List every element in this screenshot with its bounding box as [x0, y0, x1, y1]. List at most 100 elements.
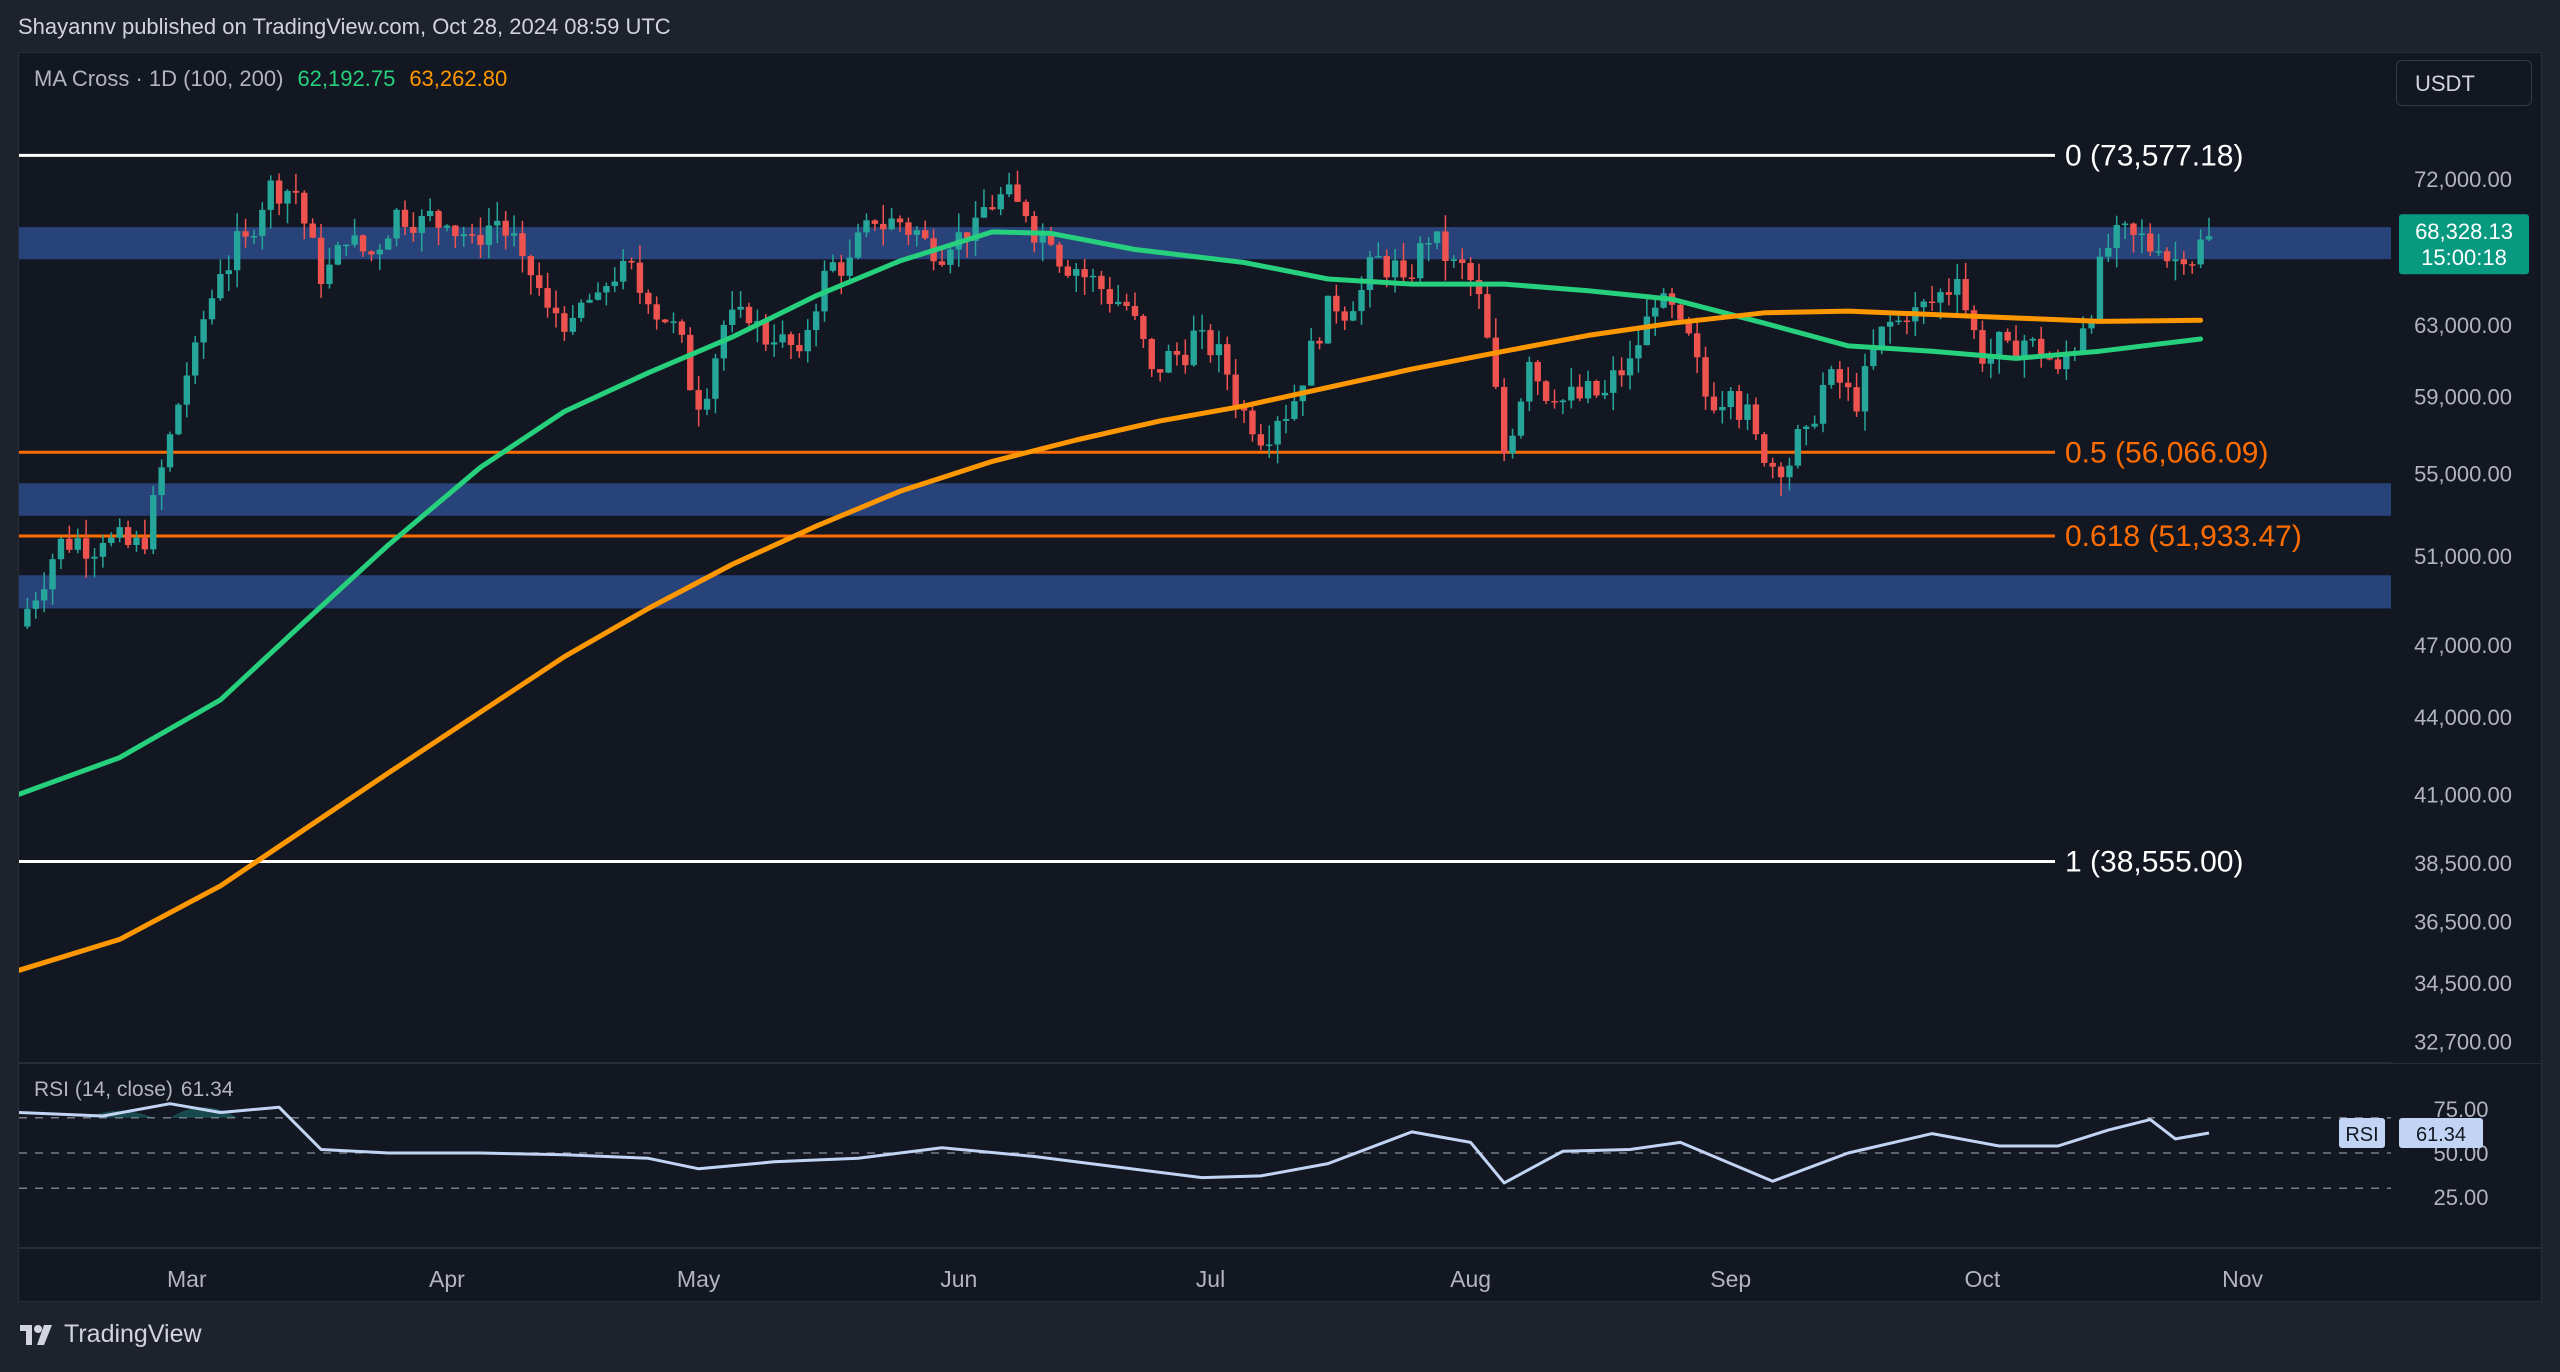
- price-tick-label[interactable]: 41,000.00: [2414, 782, 2512, 807]
- price-tick-label[interactable]: 36,500.00: [2414, 909, 2512, 934]
- currency-button[interactable]: USDT: [2396, 60, 2532, 106]
- candle-body: [636, 262, 644, 293]
- candle-body: [1249, 410, 1256, 435]
- time-tick-label[interactable]: May: [677, 1266, 721, 1292]
- candle-body: [1475, 280, 1483, 295]
- price-tick-label[interactable]: 34,500.00: [2414, 971, 2512, 996]
- candle-body: [1173, 350, 1181, 355]
- rsi-value-badge[interactable]: [2399, 1118, 2483, 1149]
- candle-body: [980, 207, 988, 218]
- price-tick-label[interactable]: 32,700.00: [2414, 1029, 2512, 1054]
- candle-body: [1719, 406, 1726, 411]
- tradingview-logo[interactable]: TradingView: [18, 1320, 202, 1349]
- candle-body: [838, 262, 845, 276]
- candle-body: [1031, 216, 1038, 243]
- candle-body: [393, 209, 400, 239]
- candle-body: [1584, 381, 1592, 399]
- candle-body: [1114, 301, 1122, 305]
- candle-body: [124, 527, 132, 546]
- candle-body: [1878, 326, 1885, 348]
- candle-body: [1903, 320, 1911, 323]
- candle-body: [1996, 331, 2003, 358]
- candle-body: [1182, 354, 1189, 366]
- indicator-legend[interactable]: MA Cross · 1D (100, 200) 62,192.75 63,262.…: [34, 66, 507, 92]
- price-tick-label[interactable]: 38,500.00: [2414, 851, 2512, 876]
- rsi-line: [19, 1102, 2210, 1185]
- candle-body: [737, 306, 744, 310]
- candle-body: [687, 334, 694, 391]
- candle-body: [2163, 251, 2171, 262]
- tradingview-logo-icon: [20, 1324, 52, 1345]
- candle-body: [242, 231, 249, 237]
- candle-body: [1425, 243, 1432, 245]
- price-tick-label[interactable]: 55,000.00: [2414, 461, 2512, 486]
- candle-body: [2021, 340, 2028, 359]
- price-axis[interactable]: 72,000.00 63,000.00 59,000.00 55,000.00 51,0…: [2391, 53, 2541, 1063]
- candle-body: [1089, 275, 1097, 278]
- current-price-badge[interactable]: [2399, 214, 2529, 275]
- candle-body: [2105, 247, 2112, 257]
- candle-countdown: 15:00:18: [2421, 245, 2507, 270]
- candle-body: [628, 260, 635, 263]
- candle-body: [1081, 269, 1088, 278]
- price-tick-label[interactable]: 59,000.00: [2414, 385, 2512, 410]
- candle-body: [301, 192, 308, 224]
- price-tick-label[interactable]: 51,000.00: [2414, 544, 2512, 569]
- time-tick-label[interactable]: Aug: [1450, 1266, 1491, 1292]
- candle-body: [2037, 338, 2045, 357]
- candle-body: [829, 262, 837, 271]
- candle-body: [485, 225, 493, 245]
- rsi-tick-label[interactable]: 25.00: [2433, 1185, 2488, 1210]
- candle-body: [762, 321, 769, 345]
- candle-body: [2096, 256, 2104, 320]
- price-tick-label[interactable]: 47,000.00: [2414, 633, 2512, 658]
- candle-body: [1786, 465, 1793, 478]
- zone-band-1: [19, 227, 2391, 260]
- candle-body: [1307, 340, 1315, 386]
- price-tick-label[interactable]: 44,000.00: [2414, 705, 2512, 730]
- candle-body: [1844, 382, 1852, 388]
- time-tick-label[interactable]: Mar: [167, 1266, 207, 1292]
- candle-body: [1224, 344, 1231, 375]
- time-axis[interactable]: Mar Apr May Jun Jul Aug Sep Oct Nov: [167, 1266, 2264, 1292]
- candle-body: [1450, 259, 1458, 261]
- indicator-name: MA Cross · 1D (100, 200): [34, 66, 284, 91]
- candle-body: [770, 342, 778, 345]
- candle-body: [82, 538, 90, 559]
- fib-label-4: 1 (38,555.00): [2065, 845, 2243, 878]
- candle-body: [552, 307, 560, 314]
- time-tick-label[interactable]: Jul: [1196, 1266, 1225, 1292]
- candle-body: [1559, 400, 1567, 403]
- candle-body: [1282, 418, 1290, 421]
- candle-body: [594, 292, 602, 300]
- candle-body: [1979, 330, 1986, 364]
- candle-body: [460, 234, 467, 237]
- candle-body: [888, 218, 895, 230]
- time-tick-label[interactable]: Oct: [1965, 1266, 2001, 1292]
- price-tick-label[interactable]: 72,000.00: [2414, 167, 2512, 192]
- candle-body: [2012, 340, 2020, 359]
- chart-panel[interactable]: 0 (73,577.18) 0.5 (56,066.09) 0.618 (51,93…: [18, 52, 2542, 1302]
- candle-body: [1047, 233, 1055, 245]
- candle-body: [913, 230, 921, 235]
- candle-body: [1693, 333, 1701, 358]
- candle-body: [49, 559, 56, 590]
- candle-body: [972, 217, 979, 241]
- fib-levels: 0 (73,577.18) 0.5 (56,066.09) 0.618 (51,93…: [19, 139, 2302, 878]
- rsi-legend[interactable]: RSI (14, close) 61.34: [34, 1078, 233, 1102]
- time-tick-label[interactable]: Nov: [2222, 1266, 2263, 1292]
- candle-body: [586, 299, 593, 303]
- candle-body: [40, 589, 48, 601]
- candle-body: [569, 317, 576, 332]
- price-tick-label[interactable]: 63,000.00: [2414, 313, 2512, 338]
- candle-body: [1551, 401, 1558, 403]
- time-tick-label[interactable]: Sep: [1710, 1266, 1751, 1292]
- rsi-tick-label[interactable]: 75.00: [2433, 1097, 2488, 1122]
- time-tick-label[interactable]: Apr: [429, 1266, 465, 1292]
- chart-canvas[interactable]: 0 (73,577.18) 0.5 (56,066.09) 0.618 (51,93…: [19, 53, 2541, 1301]
- time-tick-label[interactable]: Jun: [940, 1266, 977, 1292]
- zone-band-3: [19, 575, 2391, 609]
- candle-body: [796, 345, 803, 352]
- rsi-legend-value: 61.34: [180, 1078, 234, 1101]
- candle-body: [1207, 330, 1214, 356]
